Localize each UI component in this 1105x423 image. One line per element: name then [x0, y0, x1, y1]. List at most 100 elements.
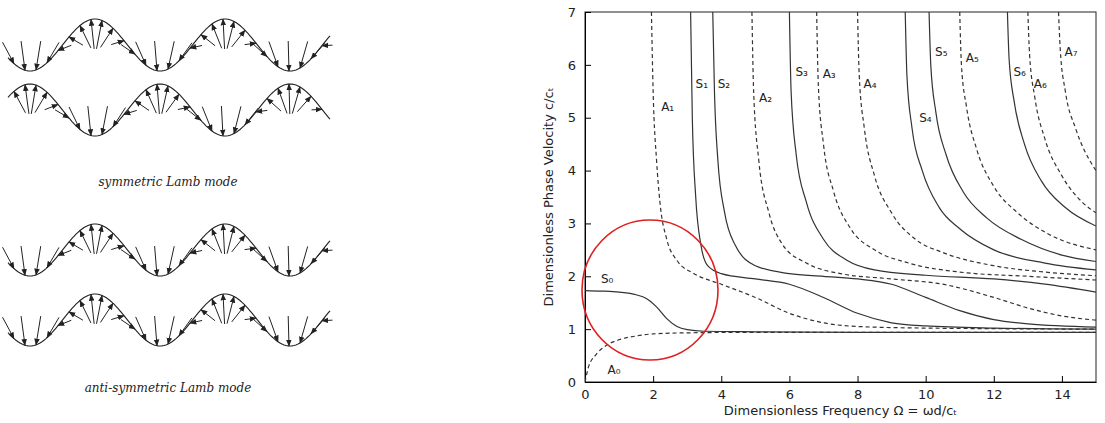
x-tick-label: 12: [986, 387, 1003, 402]
displacement-arrow: [223, 224, 225, 254]
displacement-arrow: [221, 106, 223, 136]
displacement-arrow: [187, 109, 201, 120]
y-tick: 4: [568, 163, 591, 178]
mode-label: S₀: [601, 272, 614, 286]
displacement-arrow: [136, 247, 146, 270]
mode-label: A₆: [1034, 77, 1047, 91]
y-tick: 5: [568, 110, 591, 125]
displacement-arrow: [256, 110, 267, 111]
y-tick-mark: [585, 382, 591, 383]
y-tick-mark: [585, 223, 591, 224]
displacement-arrow: [97, 20, 102, 48]
wave-surface: [8, 224, 330, 276]
mode-curve: [1028, 12, 1096, 213]
mode-label: S₅: [935, 45, 948, 59]
y-tick-label: 2: [568, 269, 576, 284]
y-tick-mark: [585, 276, 591, 277]
displacement-arrow: [47, 247, 59, 267]
displacement-arrow: [168, 41, 174, 69]
highlight-circle: [582, 220, 718, 360]
displacement-arrow: [58, 45, 71, 50]
y-axis-title: Dimensionless Phase Velocity c/cₜ: [541, 87, 556, 306]
mode-label: S₄: [919, 111, 932, 125]
mode-curve: [691, 12, 1096, 329]
x-tick-label: 4: [718, 387, 726, 402]
x-tick-mark: [994, 376, 995, 382]
wave-surface: [8, 84, 330, 136]
displacement-arrow: [288, 316, 290, 346]
mode-label: A₁: [661, 100, 674, 114]
displacement-arrow: [121, 250, 135, 260]
mode-label: A₃: [823, 67, 836, 81]
mode-curve: [585, 291, 1096, 333]
y-tick-label: 5: [568, 110, 576, 125]
mode-label: A₂: [759, 91, 772, 105]
displacement-arrow: [245, 318, 256, 319]
displacement-arrow: [288, 41, 290, 71]
displacement-arrow: [245, 248, 256, 249]
mode-curve: [929, 12, 1096, 261]
displacement-arrow: [136, 317, 146, 340]
figure: symmetric Lamb modeanti-symmetric Lamb m…: [0, 0, 1105, 423]
y-tick: 1: [568, 322, 591, 337]
x-tick-mark: [1062, 376, 1063, 382]
mode-label: S₂: [718, 77, 731, 91]
mode-curve: [905, 12, 1096, 270]
mode-curve: [1059, 12, 1096, 171]
x-tick-label: 2: [649, 387, 657, 402]
displacement-arrow: [111, 41, 124, 45]
displacement-arrow: [21, 316, 25, 345]
displacement-arrow: [36, 316, 41, 345]
caption: anti-symmetric Lamb mode: [85, 381, 252, 395]
displacement-arrow: [267, 98, 281, 111]
plot-frame: [585, 12, 1096, 382]
mode-curve: [713, 12, 1096, 327]
displacement-arrow: [312, 109, 322, 110]
y-axis-line: [585, 13, 586, 383]
displacement-arrow: [80, 26, 91, 48]
displacement-arrow: [245, 43, 256, 44]
displacement-arrow: [80, 231, 91, 253]
mode-curve: [1007, 12, 1096, 226]
displacement-arrow: [36, 41, 41, 70]
mode-curve: [858, 12, 1096, 276]
mode-label: S₃: [795, 65, 808, 79]
displacement-arrow: [269, 42, 278, 67]
y-tick-label: 4: [568, 163, 576, 178]
displacement-arrow: [223, 19, 225, 49]
displacement-arrow: [69, 107, 80, 129]
displacement-arrow: [253, 319, 267, 332]
y-tick-mark: [585, 329, 591, 330]
displacement-arrow: [232, 235, 245, 252]
displacement-arrow: [162, 86, 168, 114]
x-tick-mark: [926, 376, 927, 382]
y-axis: 01234567: [568, 5, 591, 390]
displacement-arrow: [179, 43, 192, 61]
displacement-arrow: [168, 246, 174, 274]
displacement-arrow: [322, 250, 332, 251]
displacement-arrow: [300, 41, 308, 68]
x-tick: 4: [718, 376, 726, 402]
displacement-arrow: [91, 224, 94, 253]
displacement-arrow: [322, 320, 332, 321]
x-tick: 6: [786, 376, 794, 402]
displacement-arrow: [146, 90, 156, 113]
mode-curve: [585, 332, 1096, 382]
chart: 0246810121401234567Dimensionless Frequen…: [541, 5, 1097, 418]
displacement-arrow: [322, 45, 332, 46]
displacement-arrow: [124, 110, 137, 114]
displacement-arrow: [212, 229, 222, 253]
displacement-arrow: [166, 94, 179, 112]
displacement-arrow: [136, 42, 146, 65]
x-tick-mark: [721, 376, 722, 382]
x-tick: 12: [986, 376, 1003, 402]
displacement-arrow: [201, 35, 215, 46]
x-tick-label: 10: [918, 387, 935, 402]
x-tick-mark: [789, 376, 790, 382]
mode-label: S₁: [696, 77, 709, 91]
displacement-arrow: [100, 303, 113, 322]
displacement-arrow: [288, 246, 290, 276]
x-tick: 8: [854, 376, 862, 402]
displacement-arrow: [202, 107, 212, 131]
displacement-arrow: [3, 317, 14, 338]
